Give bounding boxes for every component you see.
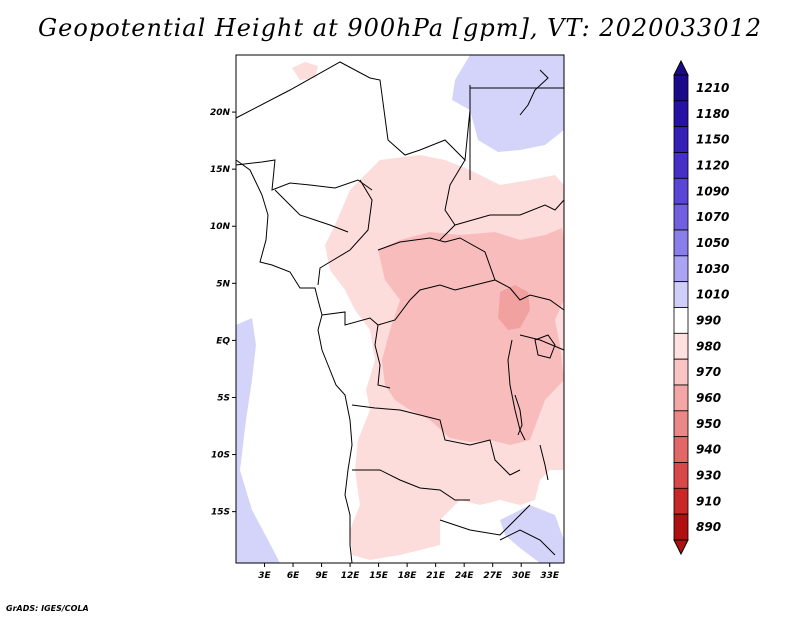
colorbar-swatch xyxy=(673,384,689,412)
shade-960-970-lake-victoria xyxy=(498,285,530,330)
x-tick-label: 33E xyxy=(540,571,560,581)
lake-tanganyika xyxy=(514,394,523,436)
colorbar: 1210 1180 1150 1120 1090 1070 1050 1030 1010 990 9… xyxy=(673,59,729,556)
colorbar-swatch xyxy=(673,74,689,102)
colorbar-label: 1010 xyxy=(696,288,729,302)
border-algeria-libya xyxy=(235,61,471,162)
shaded-fields xyxy=(236,55,564,563)
map-title: Geopotential Height at 900hPa [gpm], VT:… xyxy=(38,14,762,42)
x-tick-label: 21E xyxy=(426,571,446,581)
x-tick-label: 18E xyxy=(398,571,418,581)
colorbar-swatch xyxy=(673,436,689,463)
colorbar-label: 1050 xyxy=(696,236,729,250)
border-sahel xyxy=(235,159,373,191)
x-axis: 3E 6E 9E 12E 15E 18E 21E 24E 27E 30E 33E xyxy=(258,563,560,581)
y-tick-label: 20N xyxy=(210,108,231,118)
colorbar-label: 990 xyxy=(696,313,721,327)
x-tick-label: 6E xyxy=(287,571,300,581)
colorbar-label: 980 xyxy=(696,339,721,353)
colorbar-label: 970 xyxy=(696,365,721,379)
colorbar-swatch xyxy=(673,410,689,438)
x-tick-label: 27E xyxy=(483,571,503,581)
y-tick-label: 10S xyxy=(211,451,230,461)
border-car-north xyxy=(377,237,511,289)
y-tick-label: 15S xyxy=(211,508,230,518)
border-nigeria xyxy=(274,189,349,233)
shade-980-990-north-patch xyxy=(292,62,318,80)
colorbar-swatch xyxy=(673,229,689,257)
border-drc-west xyxy=(377,279,496,326)
map-panel xyxy=(235,54,565,564)
colorbar-label: 1180 xyxy=(696,107,729,121)
colorbar-label: 1030 xyxy=(696,262,729,276)
colorbar-label: 930 xyxy=(696,468,721,482)
shade-1010-1030-northeast xyxy=(452,55,564,152)
colorbar-bottom-arrow xyxy=(673,539,689,556)
x-tick-label: 3E xyxy=(258,571,271,581)
y-tick-label: 10N xyxy=(210,222,231,232)
x-tick-label: 12E xyxy=(341,571,361,581)
colorbar-swatch xyxy=(673,281,689,308)
border-east-africa xyxy=(509,287,565,311)
colorbar-label: 1120 xyxy=(696,158,729,172)
border-drc-south xyxy=(351,404,521,476)
lake-malawi xyxy=(539,444,549,481)
border-rift-lakes xyxy=(507,339,526,441)
border-se-africa xyxy=(499,529,556,556)
border-sudan-south xyxy=(454,199,565,226)
nile-red-sea xyxy=(519,69,549,116)
colorbar-swatch xyxy=(673,100,689,128)
border-zambia xyxy=(439,504,531,536)
colorbar-label: 1070 xyxy=(696,210,729,224)
y-tick-label: 5S xyxy=(217,393,230,403)
lake-victoria xyxy=(534,334,556,359)
y-axis: 20N 15N 10N 5N EQ 5S 10S 15S xyxy=(210,108,236,518)
colorbar-swatch xyxy=(673,203,689,231)
border-cameroon xyxy=(317,179,373,286)
border-chad-east xyxy=(439,159,466,241)
y-tick-label: 15N xyxy=(210,165,231,175)
colorbar-swatch xyxy=(673,358,689,386)
colorbar-swatch xyxy=(673,152,689,179)
coastline-west-africa xyxy=(235,159,353,564)
x-tick-label: 15E xyxy=(369,571,389,581)
y-tick-label: EQ xyxy=(216,336,230,346)
colorbar-label: 1210 xyxy=(696,81,729,95)
colorbar-swatch xyxy=(673,307,689,334)
colorbar-label: 960 xyxy=(696,391,721,405)
x-tick-label: 30E xyxy=(512,571,532,581)
colorbar-label: 890 xyxy=(696,520,721,534)
colorbar-swatch xyxy=(673,126,689,153)
colorbar-label: 910 xyxy=(696,494,721,508)
colorbar-swatch xyxy=(673,177,689,205)
colorbar-label: 1090 xyxy=(696,184,729,198)
border-angola xyxy=(352,469,470,501)
colorbar-swatch xyxy=(673,487,689,515)
x-tick-label: 9E xyxy=(315,571,328,581)
colorbar-label: 1150 xyxy=(696,133,729,147)
shade-970-980-congo xyxy=(378,228,564,445)
shade-1010-1030-atlantic-north xyxy=(236,318,280,563)
x-tick-label: 24E xyxy=(455,571,475,581)
colorbar-top-arrow xyxy=(673,59,689,76)
map-frame xyxy=(235,54,565,564)
map-boundaries xyxy=(235,61,565,564)
border-tanzania xyxy=(519,334,565,351)
colorbar-swatch xyxy=(673,332,689,360)
colorbar-swatch xyxy=(673,513,689,541)
colorbar-label: 940 xyxy=(696,443,721,457)
credit-label: GrADS: IGES/COLA xyxy=(6,604,89,613)
colorbar-swatch xyxy=(673,462,689,489)
colorbar-label: 950 xyxy=(696,417,721,431)
colorbar-swatch xyxy=(673,255,689,283)
y-tick-label: 5N xyxy=(216,279,230,289)
